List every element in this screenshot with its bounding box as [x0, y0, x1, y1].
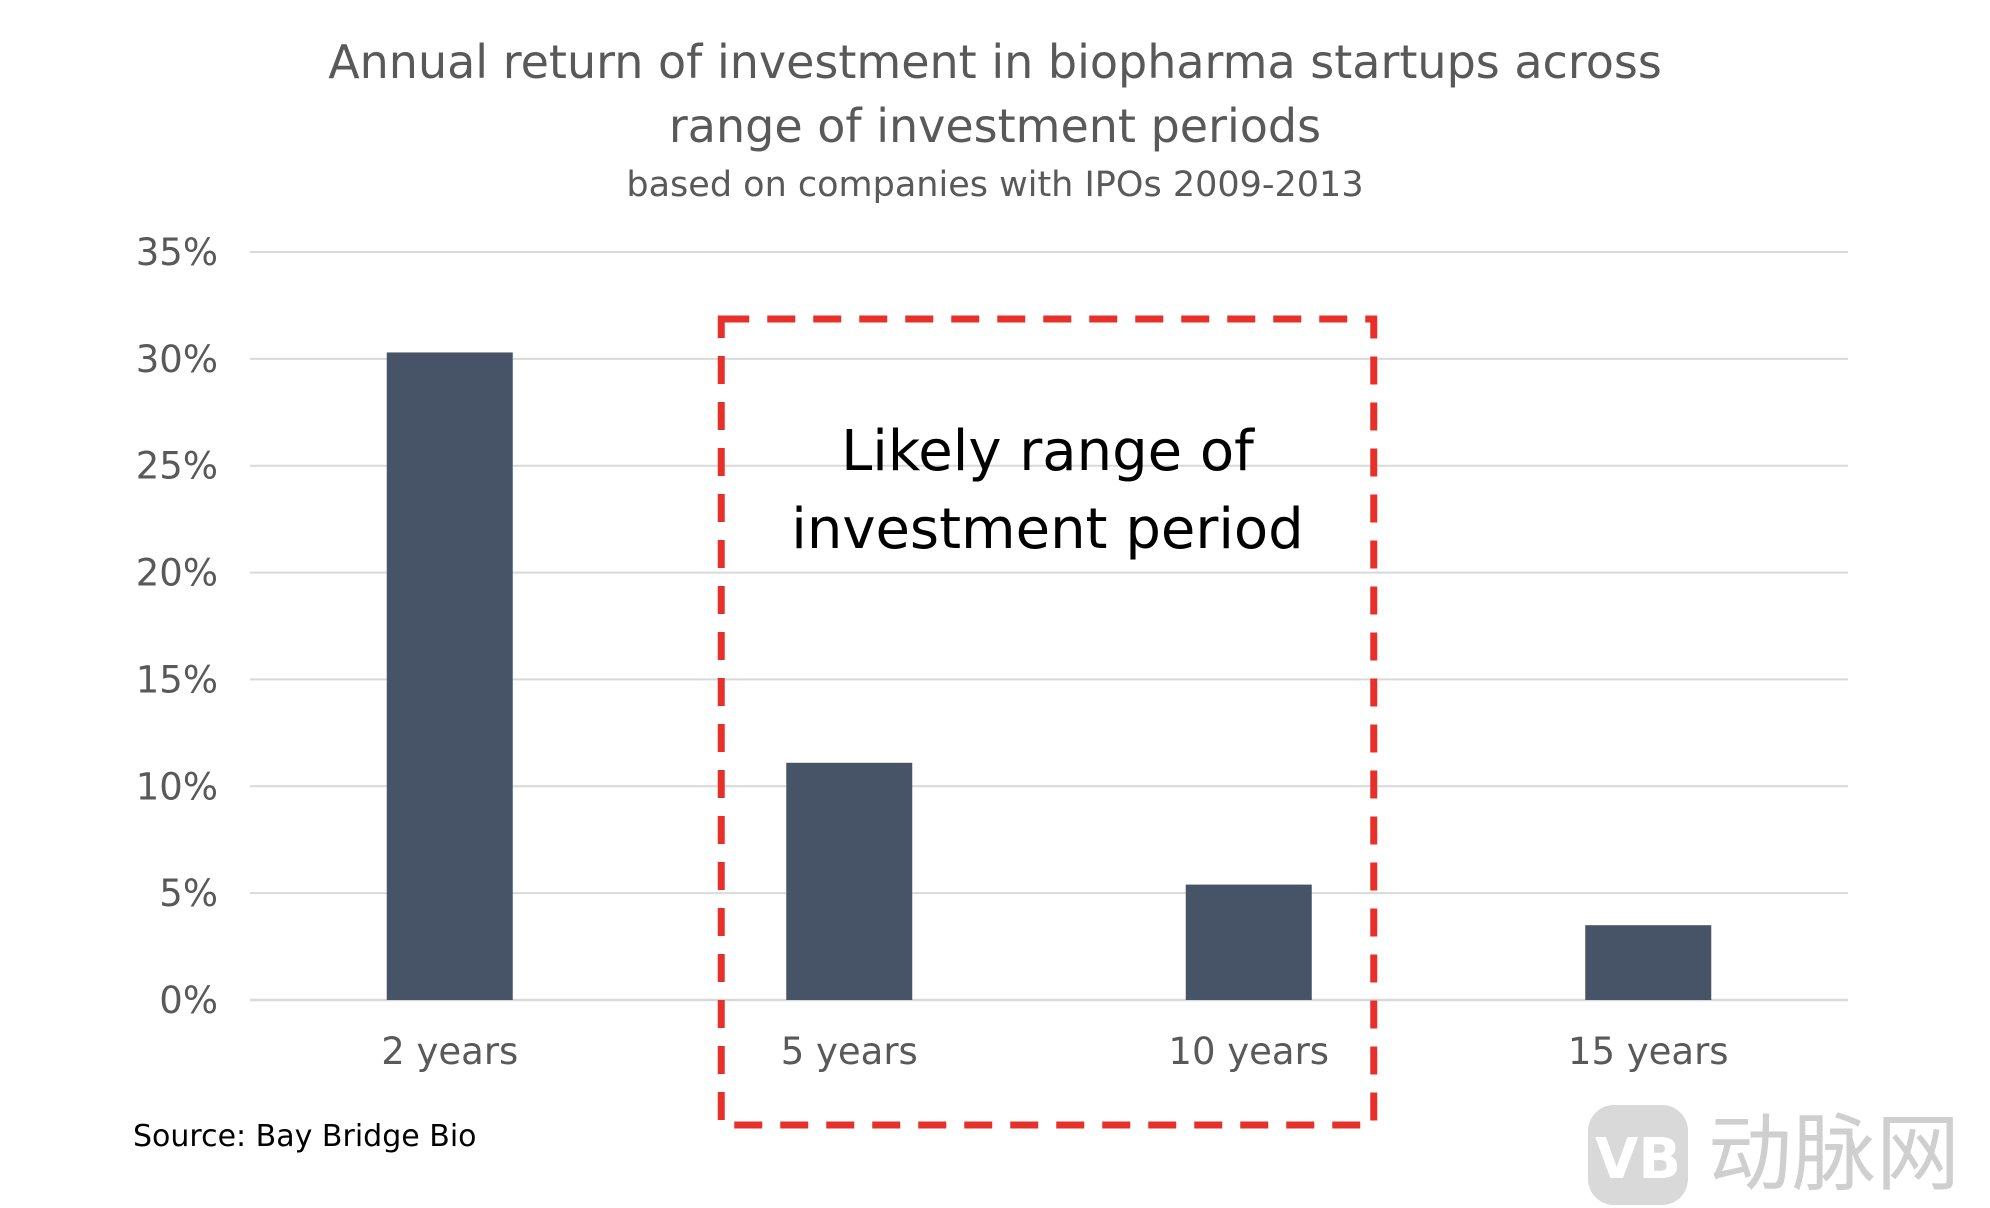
- bars: [386, 352, 1712, 1001]
- chart-title-line1: Annual return of investment in biopharma…: [328, 35, 1662, 89]
- highlight-box: [717, 315, 1378, 1129]
- bar: [1185, 884, 1312, 1000]
- watermark: VB 动脉网: [1588, 1105, 1960, 1205]
- x-axis: 2 years 5 years 10 years 15 years: [381, 1030, 1728, 1073]
- y-tick-label: 15%: [136, 658, 218, 701]
- bar: [786, 762, 913, 1000]
- y-axis: 0% 5% 10% 15% 20% 25% 30% 35%: [136, 231, 218, 1022]
- chart-subtitle: based on companies with IPOs 2009-2013: [626, 165, 1363, 205]
- y-tick-label: 20%: [136, 552, 218, 595]
- y-tick-label: 30%: [136, 338, 218, 381]
- x-tick-label: 2 years: [381, 1030, 518, 1073]
- bar: [386, 352, 513, 1001]
- x-tick-label: 10 years: [1168, 1030, 1329, 1073]
- y-tick-label: 10%: [136, 765, 218, 808]
- watermark-logo-text: VB: [1595, 1127, 1681, 1192]
- y-tick-label: 35%: [136, 231, 218, 274]
- watermark-text: 动脉网: [1708, 1105, 1960, 1203]
- y-tick-label: 5%: [159, 872, 218, 915]
- y-tick-label: 25%: [136, 445, 218, 488]
- x-tick-label: 15 years: [1568, 1030, 1729, 1073]
- gridlines: [250, 251, 1848, 1002]
- highlight-label-line1: Likely range of: [841, 419, 1255, 484]
- bar: [1585, 925, 1712, 1000]
- highlight-label-line2: investment period: [791, 497, 1303, 562]
- watermark-logo-icon: [1588, 1105, 1688, 1205]
- y-tick-label: 0%: [159, 979, 218, 1022]
- chart-title-line2: range of investment periods: [669, 99, 1321, 153]
- source-note: Source: Bay Bridge Bio: [133, 1119, 477, 1154]
- x-tick-label: 5 years: [781, 1030, 918, 1073]
